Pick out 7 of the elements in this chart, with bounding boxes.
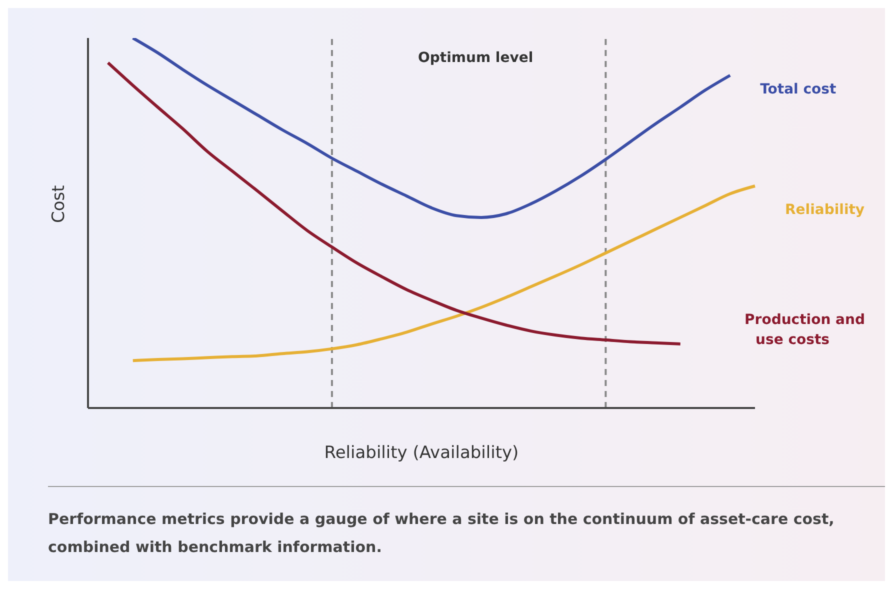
text: Production and use costs bbox=[744, 312, 866, 348]
x-axis-title: Reliability (Availability) bbox=[324, 443, 519, 463]
annotation: Optimum level bbox=[418, 50, 534, 66]
text: Performance metrics provide a gauge of where a site is on the continuum of asset-care cost, combined with benchmark information. bbox=[48, 486, 885, 581]
y-axis-title: Cost bbox=[49, 184, 70, 223]
text: Total cost bbox=[760, 81, 836, 98]
text: Reliability bbox=[785, 202, 865, 218]
